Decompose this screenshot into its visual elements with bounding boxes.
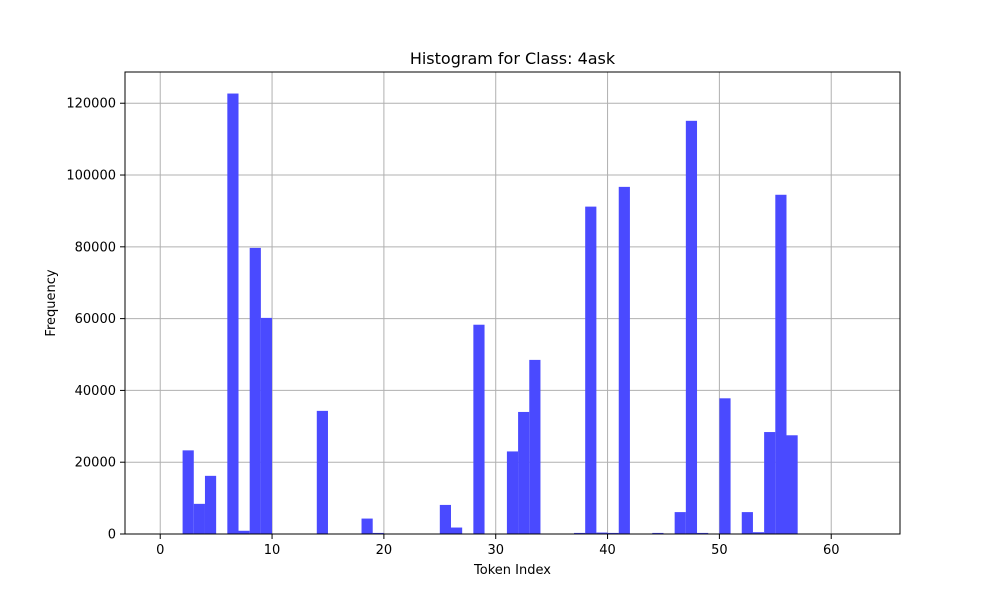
histogram-bar [775,194,787,534]
x-tick-label: 20 [376,543,393,558]
histogram-bar [697,532,709,534]
histogram-bar [249,247,261,534]
histogram-bar [506,451,519,534]
histogram-bar [574,532,586,534]
y-tick-label: 100000 [66,169,116,184]
histogram-bar [607,532,619,534]
histogram-bar [316,410,328,534]
plot-frame [124,71,901,535]
histogram-bar [361,518,373,534]
histogram-bar [585,206,597,534]
histogram-bar [450,527,463,534]
x-tick-label: 30 [487,543,504,558]
histogram-bar [719,398,731,534]
histogram-bar [227,93,239,535]
histogram-bar [652,532,664,534]
histogram-bar [204,475,217,534]
x-axis: 0 10 20 30 40 50 60 [156,534,839,558]
x-tick-label: 50 [711,543,728,558]
x-axis-label: Token Index [473,563,551,578]
histogram-bar [372,532,384,534]
histogram-bar [439,504,451,534]
y-tick-label: 0 [108,528,116,543]
x-tick-label: 0 [156,543,164,558]
bars [182,93,798,535]
histogram-bar [764,432,776,534]
histogram-bar [685,120,698,535]
y-tick-label: 120000 [66,97,116,112]
histogram-bar [752,532,765,534]
histogram-bar [473,324,485,534]
histogram-bar [193,503,205,534]
histogram-bar [596,532,608,534]
histogram-bar [529,359,541,534]
histogram-bar [182,450,194,534]
y-axis: 0 20000 40000 60000 80000 100000 120000 [66,97,125,543]
histogram-bar [260,317,273,534]
histogram-bar [674,512,686,534]
x-tick-label: 40 [599,543,616,558]
y-tick-label: 40000 [75,384,116,399]
x-tick-label: 10 [264,543,281,558]
histogram-bar [618,186,630,534]
y-tick-label: 60000 [75,312,116,327]
chart-title: Histogram for Class: 4ask [410,49,616,68]
y-axis-label: Frequency [44,269,59,336]
histogram-bar [518,411,530,534]
histogram-bar [238,530,250,534]
x-tick-label: 60 [823,543,840,558]
y-tick-label: 80000 [75,240,116,255]
histogram-bar [741,512,753,534]
y-tick-label: 20000 [75,456,116,471]
histogram-bar [786,435,798,534]
